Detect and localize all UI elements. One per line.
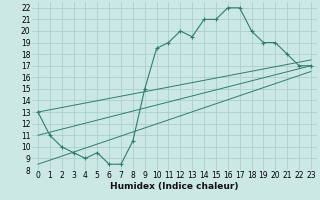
X-axis label: Humidex (Indice chaleur): Humidex (Indice chaleur) <box>110 182 239 191</box>
